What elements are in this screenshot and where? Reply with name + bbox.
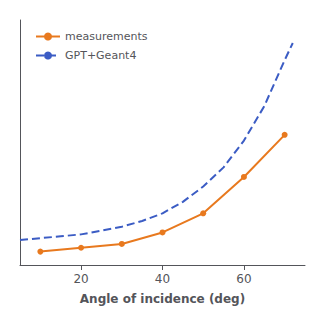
svg-text:GPT+Geant4: GPT+Geant4 xyxy=(65,49,136,62)
svg-text:60: 60 xyxy=(236,272,251,286)
svg-text:40: 40 xyxy=(155,272,170,286)
svg-text:measurements: measurements xyxy=(65,30,148,43)
svg-text:Angle of incidence (deg): Angle of incidence (deg) xyxy=(80,292,245,306)
svg-text:20: 20 xyxy=(73,272,88,286)
